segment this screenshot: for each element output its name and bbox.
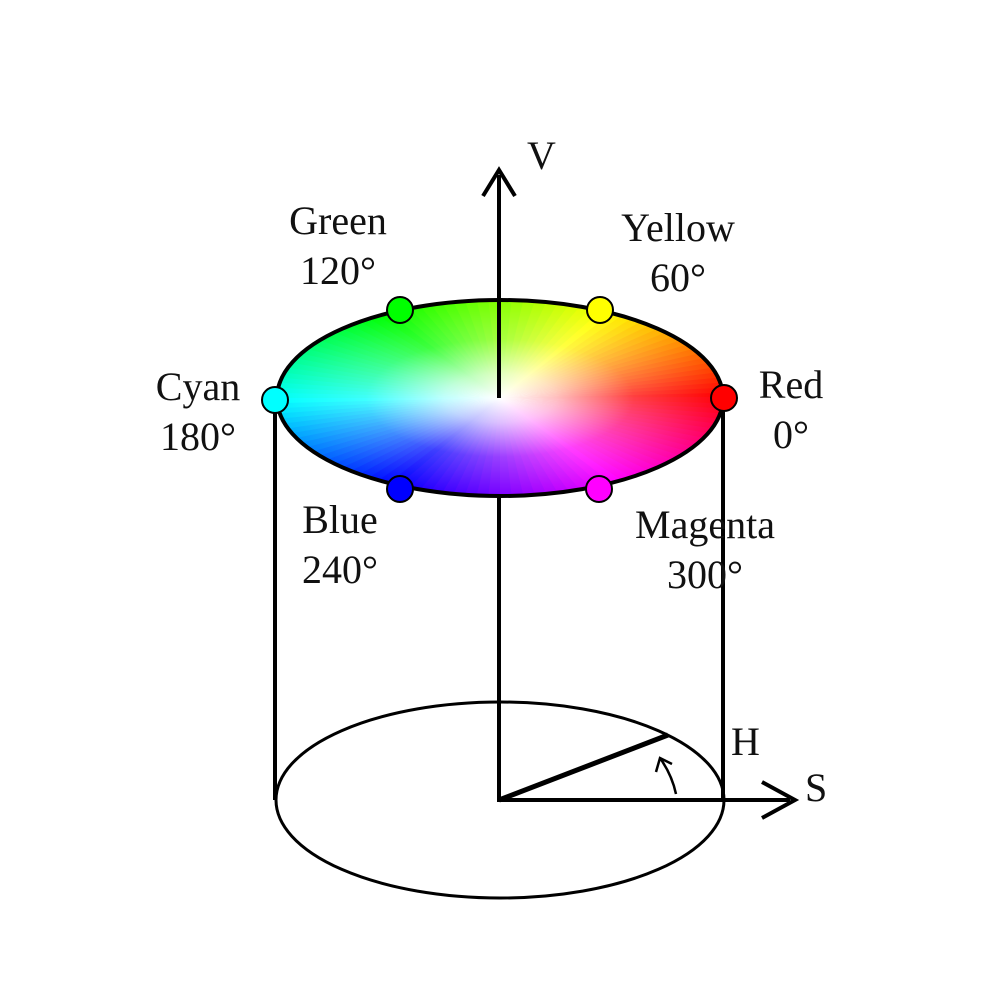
cyan-dot bbox=[261, 386, 289, 414]
hue-angle-arrowhead bbox=[654, 756, 673, 773]
blue-name: Blue bbox=[302, 497, 378, 542]
cyan-degree: 180° bbox=[160, 414, 236, 459]
h-axis-label: H bbox=[731, 719, 760, 764]
red-dot bbox=[710, 384, 738, 412]
green-degree: 120° bbox=[300, 248, 376, 293]
hue-angle-arc bbox=[658, 757, 678, 795]
cyan-label: Cyan 180° bbox=[118, 362, 278, 462]
blue-degree: 240° bbox=[302, 547, 378, 592]
yellow-degree: 60° bbox=[650, 255, 706, 300]
hue-radius-line bbox=[498, 732, 669, 803]
s-axis-arrowhead bbox=[761, 780, 800, 820]
green-dot bbox=[386, 296, 414, 324]
cyan-name: Cyan bbox=[155, 364, 241, 409]
green-name: Green bbox=[289, 198, 387, 243]
blue-dot bbox=[386, 475, 414, 503]
magenta-dot bbox=[585, 475, 613, 503]
red-label: Red 0° bbox=[711, 360, 871, 460]
s-axis-label: S bbox=[805, 765, 828, 810]
yellow-label: Yellow 60° bbox=[598, 203, 758, 303]
magenta-label: Magenta 300° bbox=[620, 500, 790, 600]
red-name: Red bbox=[758, 362, 824, 407]
v-axis-label: V bbox=[527, 133, 556, 178]
magenta-name: Magenta bbox=[635, 502, 775, 547]
magenta-degree: 300° bbox=[667, 552, 743, 597]
yellow-dot bbox=[586, 296, 614, 324]
red-degree: 0° bbox=[773, 412, 809, 457]
v-axis-arrowhead bbox=[481, 166, 517, 198]
yellow-name: Yellow bbox=[621, 205, 735, 250]
green-label: Green 120° bbox=[258, 196, 418, 296]
blue-label: Blue 240° bbox=[260, 495, 420, 595]
